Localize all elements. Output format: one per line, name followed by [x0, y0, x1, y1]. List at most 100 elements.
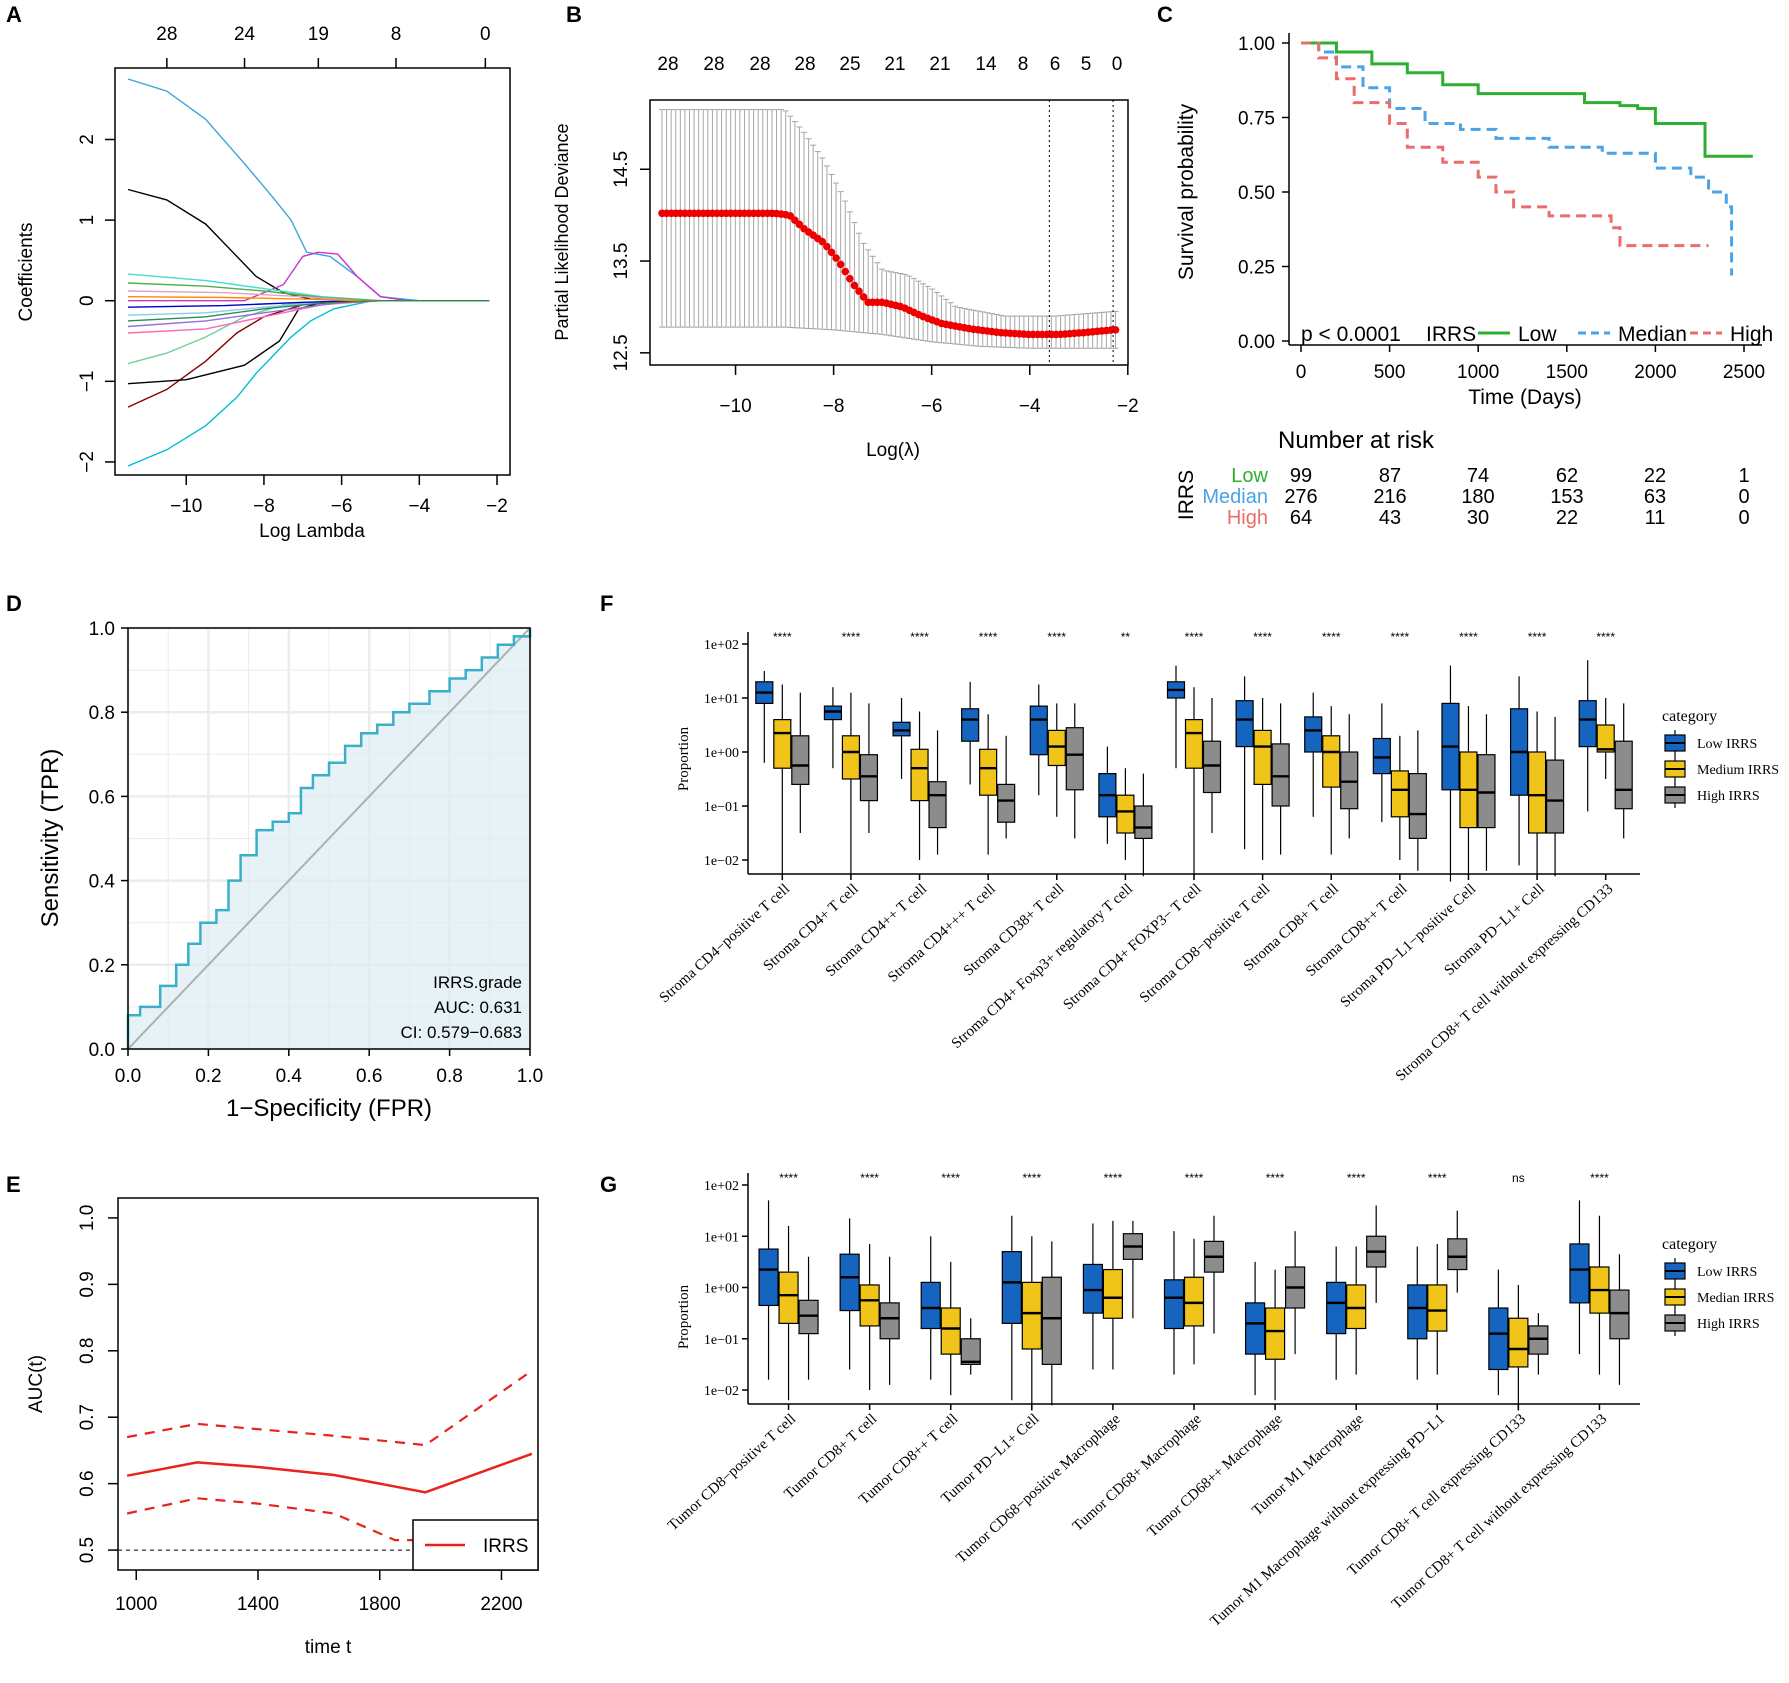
panel-g-significance-2: **** [941, 1171, 960, 1185]
panel-b-toptick-label-5: 21 [884, 54, 905, 75]
panel-b-toptick-label-1: 28 [703, 54, 724, 75]
panel-d-ytick-label-3: 0.6 [89, 787, 115, 808]
panel-c-xtick-label-5: 2500 [1723, 362, 1765, 383]
panel-b-toptick-label-9: 6 [1050, 54, 1061, 75]
panel-b-plot-frame [649, 99, 1129, 366]
panel-e-ytick-label-5: 1.0 [77, 1205, 98, 1231]
panel-f-legend-title: category [1662, 708, 1717, 725]
panel-g-content: 1e−02 1e−01 1e+00 1e+01 1e+02 **** Tumor CD8−p… [665, 1171, 1640, 1630]
panel-g-box [1508, 1317, 1529, 1368]
panel-c-legend-label-1: Median [1618, 323, 1687, 346]
panel-c-ytick-label-4: 1.00 [1238, 34, 1275, 55]
panel-c-ytick-label-2: 0.50 [1238, 183, 1275, 204]
panel-b-toptick-label-10: 5 [1081, 54, 1092, 75]
panel-b-toptick-label-8: 8 [1018, 54, 1029, 75]
panel-g-tumor-boxplot: 1e−02 1e−01 1e+00 1e+01 1e+02 **** Tumor CD8−p… [665, 1171, 1774, 1630]
panel-f-significance-0: **** [773, 630, 792, 644]
panel-g-legend-title: category [1662, 1236, 1717, 1253]
panel-f-significance-8: **** [1322, 630, 1341, 644]
panel-c-risk-cell: 153 [1550, 486, 1583, 508]
panel-a-plot-frame [114, 67, 511, 476]
panel-e-xtick-label-0: 1000 [115, 1594, 157, 1615]
panel-g-box [778, 1271, 799, 1324]
panel-b-toptick-label-4: 25 [839, 54, 860, 75]
panel-f-box [979, 748, 998, 796]
panel-label-c: C [1157, 2, 1173, 27]
panel-g-ytick-label-1: 1e−01 [704, 1333, 739, 1348]
panel-c-xtick-label-0: 0 [1296, 362, 1307, 383]
panel-e-ytick-label-4: 0.9 [77, 1271, 98, 1297]
panel-d-roc-curve [126, 628, 532, 1049]
panel-a-toptick-label-3: 8 [391, 24, 402, 45]
panel-a-coef-line-1 [127, 188, 490, 302]
panel-f-ytick-label-3: 1e+01 [704, 692, 739, 707]
panel-e-plot-frame [117, 1197, 539, 1571]
panel-f-box [1527, 751, 1547, 834]
panel-a-ylabel: Coefficients [16, 223, 37, 322]
panel-c-risk-cell: 87 [1379, 465, 1401, 487]
panel-g-box [1041, 1276, 1062, 1365]
panel-f-significance-2: **** [910, 630, 929, 644]
panel-b-xtick-label-3: −4 [1019, 396, 1041, 417]
panel-c-risk-cell: 63 [1644, 486, 1666, 508]
panel-g-significance-9: ns [1512, 1171, 1525, 1185]
panel-b-toptick-label-11: 0 [1112, 54, 1123, 75]
panel-f-box [1202, 740, 1222, 794]
panel-b-ytick-label-1: 13.5 [611, 243, 632, 280]
panel-f-ytick-label-1: 1e−01 [704, 800, 739, 815]
panel-g-significance-5: **** [1185, 1171, 1204, 1185]
panel-f-box [1134, 805, 1153, 840]
panel-f-significance-4: **** [1047, 630, 1066, 644]
panel-f-box [910, 748, 929, 802]
panel-c-km-survival: 0 500 1000 1500 2000 2500 0.00 0.25 0.50 0.75 1.00… [1175, 33, 1773, 529]
panel-a-toptick-label-4: 0 [480, 24, 491, 45]
panel-label-f: F [600, 591, 613, 616]
panel-g-box [920, 1281, 941, 1330]
panel-a-coef-line-8 [127, 300, 490, 365]
panel-c-curve-high [1301, 41, 1709, 248]
panel-f-significance-10: **** [1459, 630, 1478, 644]
panel-b-point-35 [818, 237, 827, 246]
panel-d-xtick-label-3: 0.6 [356, 1066, 382, 1087]
panel-f-box [1322, 735, 1341, 788]
panel-g-box [1407, 1284, 1428, 1340]
panel-f-significance-1: **** [842, 630, 861, 644]
panel-c-xtick-label-3: 1500 [1546, 362, 1588, 383]
panel-f-significance-6: **** [1185, 630, 1204, 644]
panel-e-legend-label: IRRS [483, 1536, 528, 1557]
panel-f-legend-label-2: High IRRS [1697, 789, 1760, 804]
panel-d-ticks: 0.0 0.2 0.4 0.6 0.8 1.0 0.0 0.2 0.4 0.6 0.8 1.0 [89, 619, 544, 1087]
panel-e-ytick-label-1: 0.6 [77, 1470, 98, 1496]
panel-f-box [1390, 770, 1409, 818]
panel-a-coefficient-lines [127, 78, 490, 467]
panel-f-box [892, 721, 911, 737]
panel-c-risk-row-label-2: High [1227, 507, 1268, 529]
panel-c-ytick-label-0: 0.00 [1238, 332, 1275, 353]
panel-f-box [1184, 718, 1204, 769]
panel-d-ylabel: Sensitivity (TPR) [37, 749, 64, 928]
panel-c-risk-cell: 1 [1738, 465, 1749, 487]
panel-c-xtick-label-1: 500 [1374, 362, 1406, 383]
panel-c-risk-cell: 99 [1290, 465, 1312, 487]
panel-d-plot-frame [127, 627, 531, 1050]
panel-f-significance-3: **** [979, 630, 998, 644]
panel-b-xtick-label-2: −6 [921, 396, 943, 417]
panel-d-xtick-label-2: 0.4 [276, 1066, 303, 1087]
panel-g-box [940, 1307, 961, 1355]
panel-f-box [1065, 727, 1084, 791]
panel-a-ytick-label-4: 2 [77, 134, 98, 145]
panel-d-ytick-label-4: 0.8 [89, 703, 115, 724]
panel-f-box [1047, 729, 1066, 767]
panel-d-ytick-label-1: 0.2 [89, 956, 115, 977]
panel-f-box [841, 735, 861, 780]
panel-a-ytick-label-0: −2 [77, 451, 98, 473]
panel-a-toptick-label-2: 19 [308, 24, 329, 45]
panel-label-d: D [6, 591, 22, 616]
panel-b-ticks: −10 −8 −6 −4 −2 12.5 13.5 14.5 28 28 28 28 25 21 21 14 8… [611, 54, 1139, 417]
panel-g-box [1528, 1325, 1549, 1355]
panel-b-xtick-label-0: −10 [719, 396, 751, 417]
panel-b-toptick-label-6: 21 [929, 54, 950, 75]
panel-g-category-label-5: Tumor CD68+ Macrophage [1070, 1411, 1205, 1535]
panel-a-ytick-label-2: 0 [77, 295, 98, 306]
